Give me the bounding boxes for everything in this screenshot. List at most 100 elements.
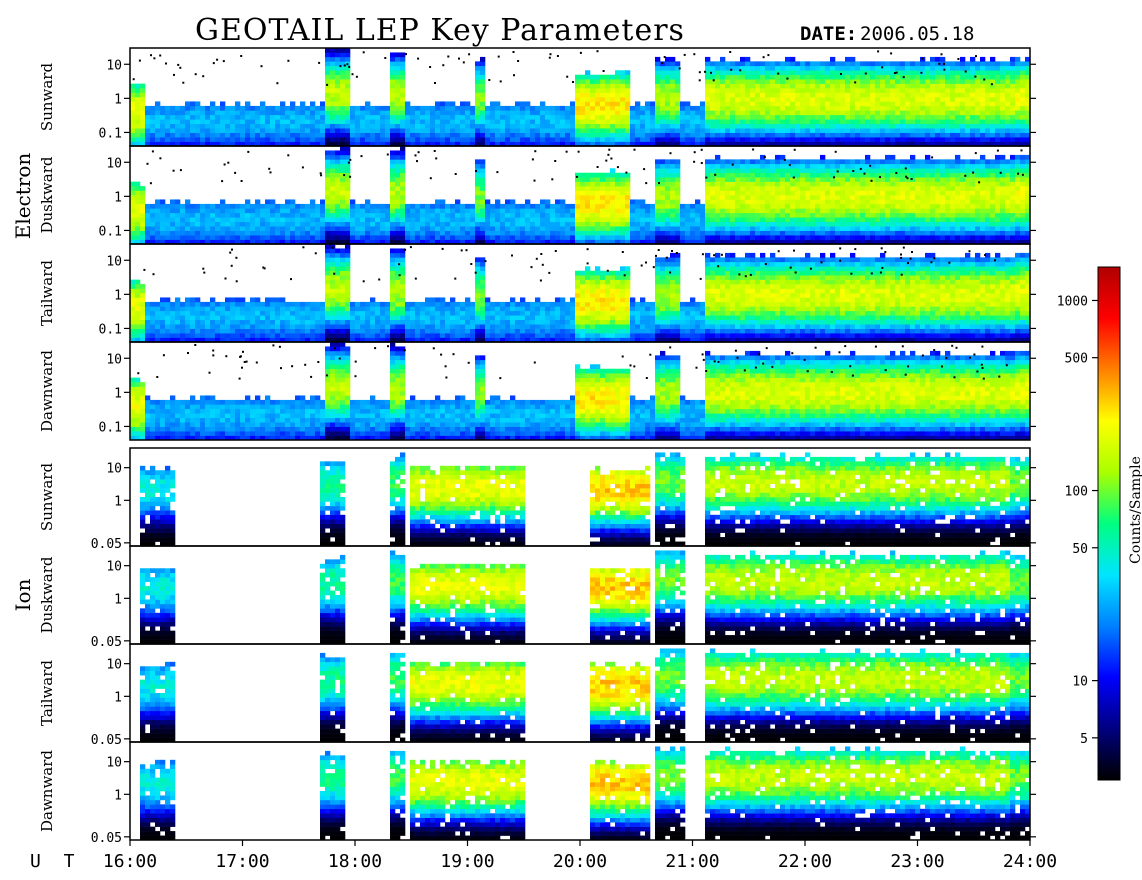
spectrogram-cell xyxy=(740,105,746,111)
spectrogram-cell xyxy=(675,203,681,209)
spectrogram-cell xyxy=(370,217,376,223)
spectrogram-cell xyxy=(605,123,611,129)
spectrogram-cell xyxy=(695,128,701,133)
spectrogram-cell xyxy=(545,221,551,227)
spectrogram-cell xyxy=(905,172,911,178)
spectrogram-cell xyxy=(845,212,851,218)
spectrogram-cell xyxy=(855,83,861,89)
spectrogram-cell xyxy=(470,105,476,111)
spectrogram-cell xyxy=(180,212,186,218)
spectrogram-cell xyxy=(755,159,761,165)
spectrogram-cell xyxy=(740,163,746,169)
spectrogram-cell xyxy=(455,132,461,138)
spectrogram-cell xyxy=(615,123,621,129)
spectrogram-cell xyxy=(870,181,876,187)
spectrogram-cell xyxy=(390,56,396,62)
spectrogram-cell xyxy=(625,119,631,125)
spectrogram-cell xyxy=(930,159,936,165)
spectrogram-cell xyxy=(720,97,726,102)
spectrogram-cell xyxy=(940,97,946,102)
spectrogram-cell xyxy=(550,217,556,223)
spectrogram-cell xyxy=(665,190,671,196)
spectrogram-cell xyxy=(670,172,676,178)
spectrogram-cell xyxy=(805,230,811,236)
spectrogram-cell xyxy=(335,154,341,160)
spectrogram-cell xyxy=(800,235,806,240)
spectrogram-cell xyxy=(875,235,881,240)
spectrogram-cell xyxy=(705,159,711,165)
spectrogram-cell xyxy=(770,195,776,200)
spectrogram-cell xyxy=(305,239,311,245)
spectrogram-cell xyxy=(715,186,721,191)
spectrogram-cell xyxy=(910,119,916,125)
spectrogram-cell xyxy=(820,65,826,71)
noise-dot xyxy=(890,52,893,55)
spectrogram-cell xyxy=(420,208,426,214)
spectrogram-cell xyxy=(665,141,671,147)
spectrogram-cell xyxy=(215,203,221,209)
spectrogram-cell xyxy=(900,79,906,84)
spectrogram-cell xyxy=(985,105,991,111)
spectrogram-cell xyxy=(175,217,181,223)
spectrogram-cell xyxy=(695,208,701,214)
spectrogram-cell xyxy=(850,56,856,62)
spectrogram-cell xyxy=(655,105,661,111)
spectrogram-cell xyxy=(910,159,916,165)
spectrogram-cell xyxy=(710,132,716,138)
spectrogram-cell xyxy=(935,208,941,214)
spectrogram-cell xyxy=(775,88,781,93)
spectrogram-cell xyxy=(175,128,181,133)
spectrogram-cell xyxy=(610,97,616,102)
spectrogram-cell xyxy=(480,74,486,80)
spectrogram-cell xyxy=(190,132,196,138)
spectrogram-cell xyxy=(805,203,811,209)
spectrogram-cell xyxy=(200,230,206,236)
noise-dot xyxy=(762,56,765,59)
spectrogram-cell xyxy=(860,83,866,89)
spectrogram-cell xyxy=(950,105,956,111)
spectrogram-cell xyxy=(130,208,136,214)
spectrogram-cell xyxy=(130,92,136,98)
spectrogram-cell xyxy=(500,221,506,227)
spectrogram-cell xyxy=(430,105,436,111)
spectrogram-cell xyxy=(460,137,466,142)
spectrogram-cell xyxy=(195,123,201,129)
spectrogram-cell xyxy=(915,159,921,165)
spectrogram-cell xyxy=(335,61,341,67)
spectrogram-cell xyxy=(990,119,996,125)
spectrogram-cell xyxy=(490,235,496,240)
spectrogram-cell xyxy=(815,83,821,89)
spectrogram-cell xyxy=(735,114,741,120)
noise-dot xyxy=(661,62,664,64)
spectrogram-cell xyxy=(735,97,741,102)
spectrogram-cell xyxy=(495,105,501,111)
spectrogram-cell xyxy=(1005,61,1011,67)
spectrogram-cell xyxy=(635,221,641,227)
spectrogram-cell xyxy=(700,110,706,116)
spectrogram-cell xyxy=(225,221,231,227)
spectrogram-cell xyxy=(730,186,736,191)
spectrogram-cell xyxy=(880,190,886,196)
spectrogram-cell xyxy=(1010,132,1016,138)
spectrogram-cell xyxy=(475,172,481,178)
spectrogram-cell xyxy=(395,114,401,120)
spectrogram-cell xyxy=(400,154,406,160)
spectrogram-cell xyxy=(690,221,696,227)
spectrogram-cell xyxy=(285,235,291,240)
spectrogram-cell xyxy=(980,74,986,80)
spectrogram-cell xyxy=(325,203,331,209)
spectrogram-cell xyxy=(955,230,961,236)
spectrogram-cell xyxy=(925,97,931,102)
spectrogram-cell xyxy=(245,137,251,142)
spectrogram-cell xyxy=(345,110,351,116)
spectrogram-cell xyxy=(910,239,916,245)
spectrogram-cell xyxy=(680,226,686,231)
spectrogram-cell xyxy=(900,123,906,129)
spectrogram-cell xyxy=(400,195,406,200)
spectrogram-cell xyxy=(395,132,401,138)
spectrogram-cell xyxy=(720,239,726,245)
spectrogram-cell xyxy=(900,186,906,191)
spectrogram-cell xyxy=(765,172,771,178)
spectrogram-cell xyxy=(715,61,721,67)
spectrogram-cell xyxy=(825,221,831,227)
